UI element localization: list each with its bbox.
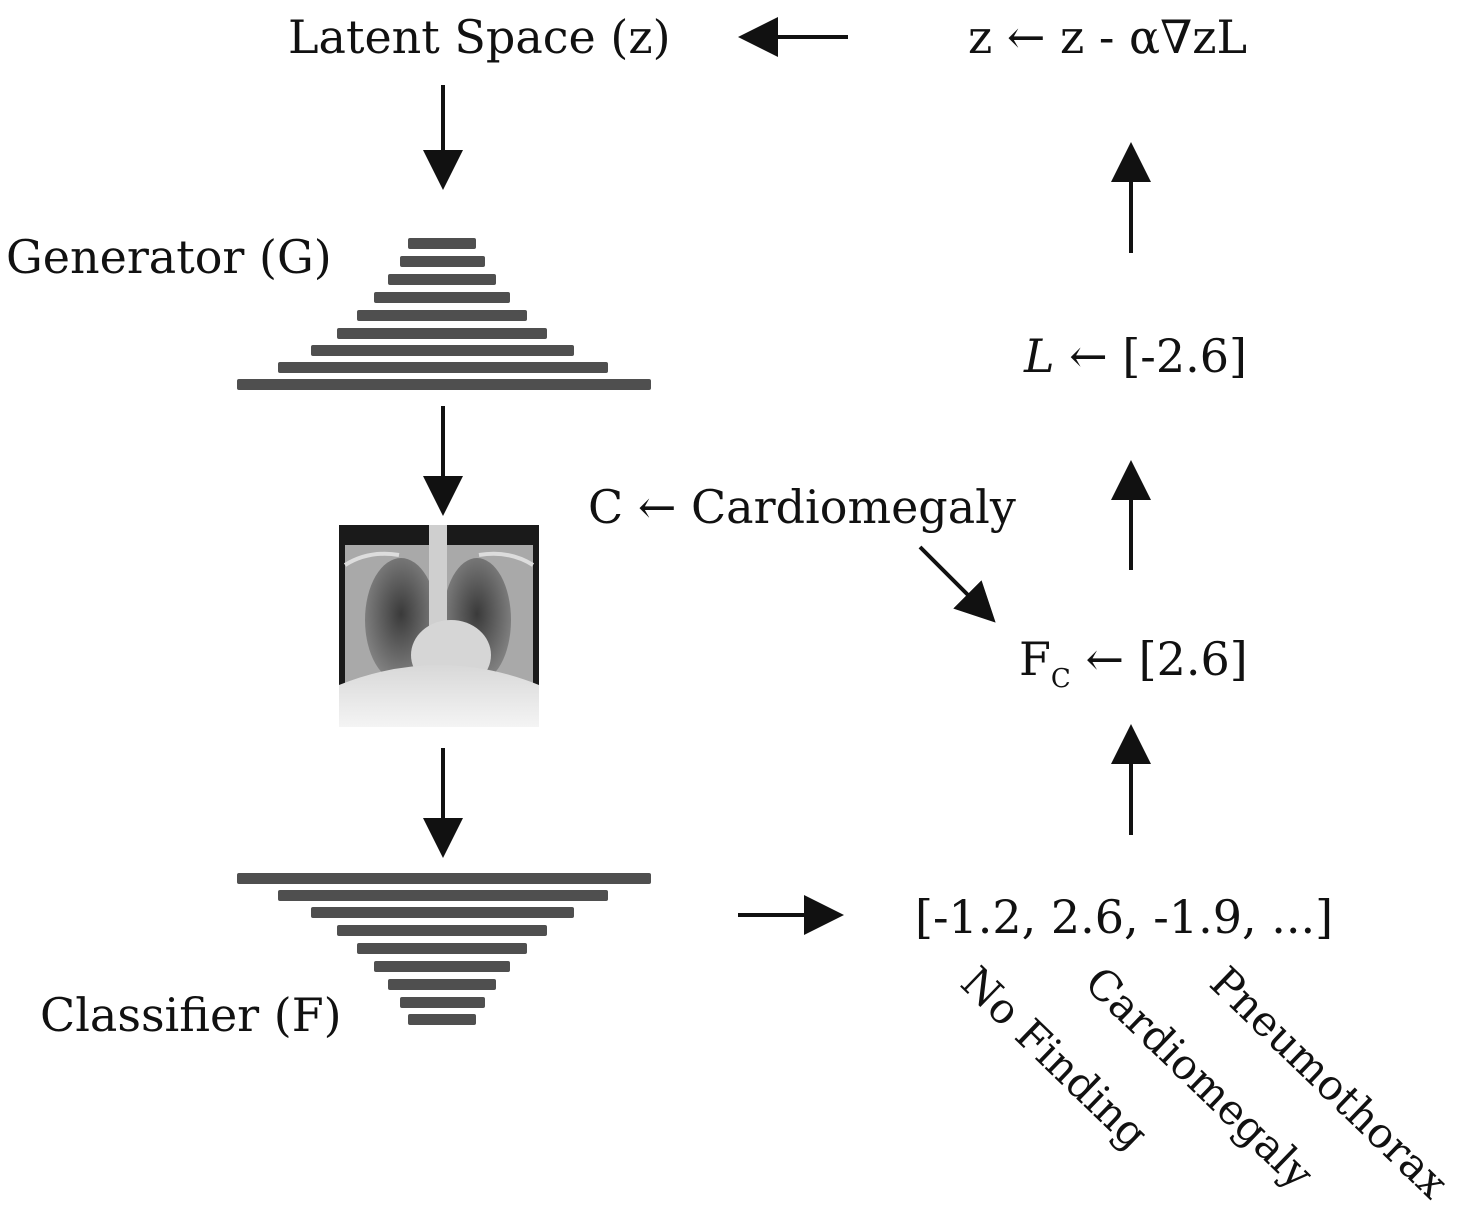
- fc-subscript: C: [1051, 664, 1071, 694]
- chest-xray-image: [339, 525, 539, 727]
- update-rule-label: z ← z - α∇zL: [968, 14, 1247, 60]
- loss-value: ← [-2.6]: [1069, 329, 1247, 383]
- loss-symbol: L: [1024, 329, 1055, 383]
- fc-value: ← [2.6]: [1085, 632, 1247, 686]
- loss-label: L ← [-2.6]: [1024, 333, 1247, 379]
- arrows: [443, 37, 1131, 915]
- class-select-label: C ← Cardiomegaly: [588, 484, 1016, 530]
- output-vector-label: [-1.2, 2.6, -1.9, ...]: [915, 894, 1333, 940]
- fc-base: F: [1019, 632, 1051, 686]
- fc-label: FC ← [2.6]: [1019, 636, 1248, 692]
- latent-space-label: Latent Space (z): [288, 14, 671, 60]
- classifier-label: Classifier (F): [40, 992, 342, 1038]
- generator-label: Generator (G): [6, 234, 332, 280]
